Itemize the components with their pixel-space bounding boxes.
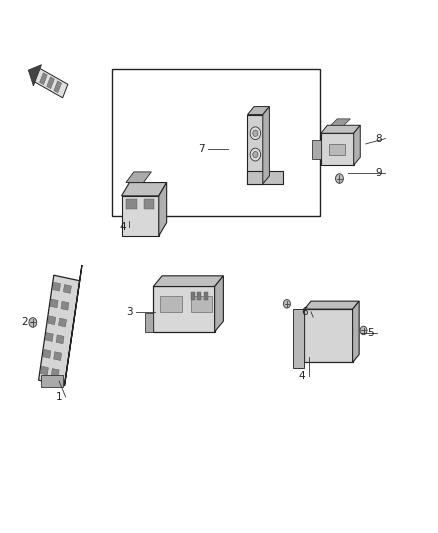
Circle shape bbox=[253, 151, 258, 158]
Circle shape bbox=[253, 130, 258, 136]
Polygon shape bbox=[47, 77, 54, 88]
Text: 4: 4 bbox=[299, 371, 306, 381]
Text: 2: 2 bbox=[21, 318, 28, 327]
Polygon shape bbox=[43, 350, 51, 358]
Polygon shape bbox=[28, 64, 42, 86]
Circle shape bbox=[283, 300, 290, 308]
Polygon shape bbox=[247, 107, 269, 115]
Polygon shape bbox=[39, 72, 47, 85]
Bar bbox=[112, 69, 320, 216]
Circle shape bbox=[250, 127, 261, 140]
Text: 9: 9 bbox=[375, 168, 382, 178]
Text: 1: 1 bbox=[56, 392, 63, 402]
Polygon shape bbox=[321, 125, 360, 133]
Polygon shape bbox=[312, 140, 321, 159]
Circle shape bbox=[360, 326, 367, 335]
Polygon shape bbox=[48, 316, 56, 325]
Text: 3: 3 bbox=[126, 307, 133, 317]
Polygon shape bbox=[331, 119, 350, 125]
Polygon shape bbox=[293, 309, 304, 368]
Polygon shape bbox=[51, 368, 59, 377]
Polygon shape bbox=[247, 115, 263, 184]
Polygon shape bbox=[304, 309, 353, 362]
Text: 4: 4 bbox=[119, 222, 126, 231]
Polygon shape bbox=[247, 171, 283, 184]
Polygon shape bbox=[40, 366, 49, 375]
Polygon shape bbox=[160, 296, 182, 312]
Polygon shape bbox=[145, 313, 153, 332]
Polygon shape bbox=[321, 133, 354, 165]
Circle shape bbox=[250, 148, 261, 161]
Polygon shape bbox=[45, 333, 53, 342]
Polygon shape bbox=[122, 182, 166, 196]
Text: 5: 5 bbox=[367, 328, 374, 338]
Polygon shape bbox=[39, 275, 80, 386]
Polygon shape bbox=[33, 67, 68, 98]
Polygon shape bbox=[153, 287, 215, 332]
Polygon shape bbox=[122, 196, 159, 236]
Polygon shape bbox=[61, 301, 69, 310]
Polygon shape bbox=[144, 199, 154, 209]
Polygon shape bbox=[59, 318, 67, 327]
Polygon shape bbox=[353, 301, 359, 362]
Polygon shape bbox=[197, 292, 201, 300]
Polygon shape bbox=[126, 199, 137, 209]
Text: 8: 8 bbox=[375, 134, 382, 143]
Polygon shape bbox=[304, 301, 359, 309]
Polygon shape bbox=[53, 352, 62, 360]
Polygon shape bbox=[64, 285, 71, 293]
Polygon shape bbox=[126, 172, 152, 182]
Polygon shape bbox=[215, 276, 223, 332]
Polygon shape bbox=[354, 125, 360, 165]
Polygon shape bbox=[191, 296, 212, 312]
Polygon shape bbox=[159, 182, 166, 236]
Polygon shape bbox=[50, 299, 58, 308]
Polygon shape bbox=[64, 265, 82, 386]
Polygon shape bbox=[41, 375, 63, 387]
Circle shape bbox=[336, 174, 343, 183]
Text: 6: 6 bbox=[301, 307, 308, 317]
Polygon shape bbox=[263, 107, 269, 184]
Polygon shape bbox=[329, 144, 345, 155]
Polygon shape bbox=[204, 292, 208, 300]
Polygon shape bbox=[56, 335, 64, 344]
Polygon shape bbox=[54, 81, 62, 93]
Polygon shape bbox=[153, 276, 223, 287]
Polygon shape bbox=[191, 292, 195, 300]
Polygon shape bbox=[53, 282, 60, 291]
Text: 7: 7 bbox=[198, 144, 205, 154]
Circle shape bbox=[29, 318, 37, 327]
